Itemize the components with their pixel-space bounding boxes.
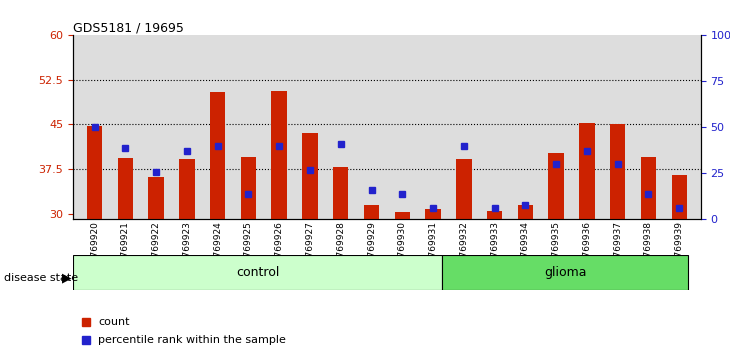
Bar xyxy=(272,91,287,219)
Text: ▶: ▶ xyxy=(62,272,72,284)
Bar xyxy=(518,205,533,219)
FancyBboxPatch shape xyxy=(73,255,442,290)
Bar xyxy=(610,125,626,219)
Bar xyxy=(333,167,348,219)
Text: disease state: disease state xyxy=(4,273,78,283)
Text: glioma: glioma xyxy=(544,266,587,279)
Bar xyxy=(395,212,410,219)
Text: count: count xyxy=(98,317,130,327)
Bar xyxy=(302,133,318,219)
Bar xyxy=(179,159,195,219)
Bar xyxy=(87,126,102,219)
Bar xyxy=(579,123,595,219)
Bar xyxy=(241,157,256,219)
Bar xyxy=(672,175,687,219)
Bar xyxy=(548,153,564,219)
Text: percentile rank within the sample: percentile rank within the sample xyxy=(98,335,286,345)
Text: control: control xyxy=(236,266,280,279)
Text: GDS5181 / 19695: GDS5181 / 19695 xyxy=(73,21,184,34)
Bar xyxy=(487,211,502,219)
Bar xyxy=(364,205,379,219)
Bar xyxy=(426,209,441,219)
Bar xyxy=(456,159,472,219)
FancyBboxPatch shape xyxy=(442,255,688,290)
Bar xyxy=(210,92,226,219)
Bar xyxy=(118,158,133,219)
Bar xyxy=(148,177,164,219)
Bar xyxy=(641,157,656,219)
